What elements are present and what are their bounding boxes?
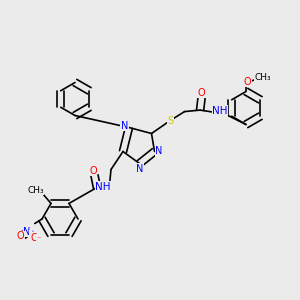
Text: NH: NH (95, 182, 111, 192)
Text: +: + (29, 230, 35, 236)
Text: O: O (198, 88, 206, 98)
Text: S: S (167, 116, 173, 126)
Text: CH₃: CH₃ (254, 73, 271, 82)
Text: N: N (136, 164, 143, 174)
Text: N: N (155, 146, 163, 157)
Text: O: O (30, 233, 38, 243)
Text: ⁻: ⁻ (36, 235, 40, 244)
Text: CH₃: CH₃ (27, 186, 44, 195)
Text: O: O (244, 76, 251, 87)
Text: N: N (23, 227, 31, 237)
Text: NH: NH (212, 106, 228, 116)
Text: O: O (16, 231, 24, 241)
Text: O: O (89, 166, 97, 176)
Text: N: N (121, 121, 128, 131)
